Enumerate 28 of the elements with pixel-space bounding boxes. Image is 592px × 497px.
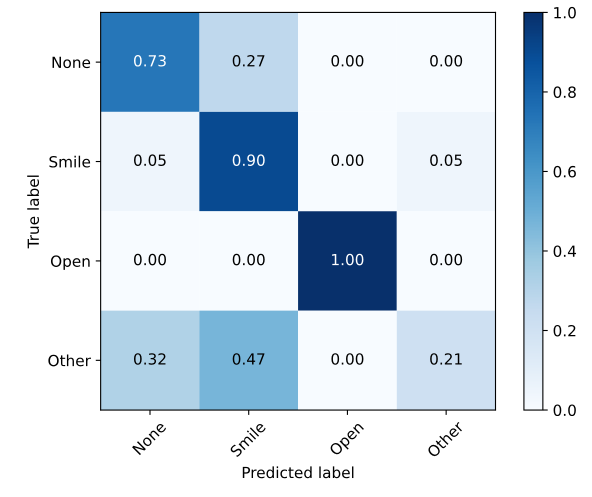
data-label: 0.05 bbox=[134, 154, 166, 166]
color-bar-label: 0.4 bbox=[554, 245, 576, 258]
data-label: 0.27 bbox=[232, 55, 264, 67]
color-bar-label: 1.0 bbox=[554, 6, 576, 18]
data-label: 0.73 bbox=[134, 55, 166, 67]
y-tick-label: Other bbox=[48, 354, 91, 366]
data-label: 0.00 bbox=[331, 154, 364, 166]
y-tick-label: Smile bbox=[49, 156, 90, 168]
data-label: 0.32 bbox=[134, 353, 166, 365]
data-label: 0.05 bbox=[430, 154, 462, 166]
data-label: 0.00 bbox=[430, 254, 462, 266]
y-tick-label: None bbox=[52, 56, 90, 68]
data-label: 1.00 bbox=[332, 254, 364, 266]
color-bar-label: 0.0 bbox=[554, 404, 576, 416]
data-label: 0.00 bbox=[331, 55, 364, 67]
x-axis-title: Predicted label bbox=[242, 466, 354, 478]
color-bar-label: 0.2 bbox=[554, 324, 576, 337]
data-label: 0.00 bbox=[430, 55, 462, 67]
y-axis-title: True label bbox=[27, 176, 40, 248]
data-label: 0.90 bbox=[232, 154, 265, 166]
data-label: 0.47 bbox=[232, 353, 264, 365]
data-label: 0.00 bbox=[232, 254, 265, 266]
color-bar-label: 0.6 bbox=[554, 166, 576, 178]
data-label: 0.00 bbox=[331, 353, 364, 365]
data-label: 0.21 bbox=[430, 353, 462, 365]
color-bar-label: 0.8 bbox=[554, 86, 576, 98]
data-label: 0.00 bbox=[134, 254, 166, 266]
y-tick-label: Open bbox=[50, 255, 90, 270]
